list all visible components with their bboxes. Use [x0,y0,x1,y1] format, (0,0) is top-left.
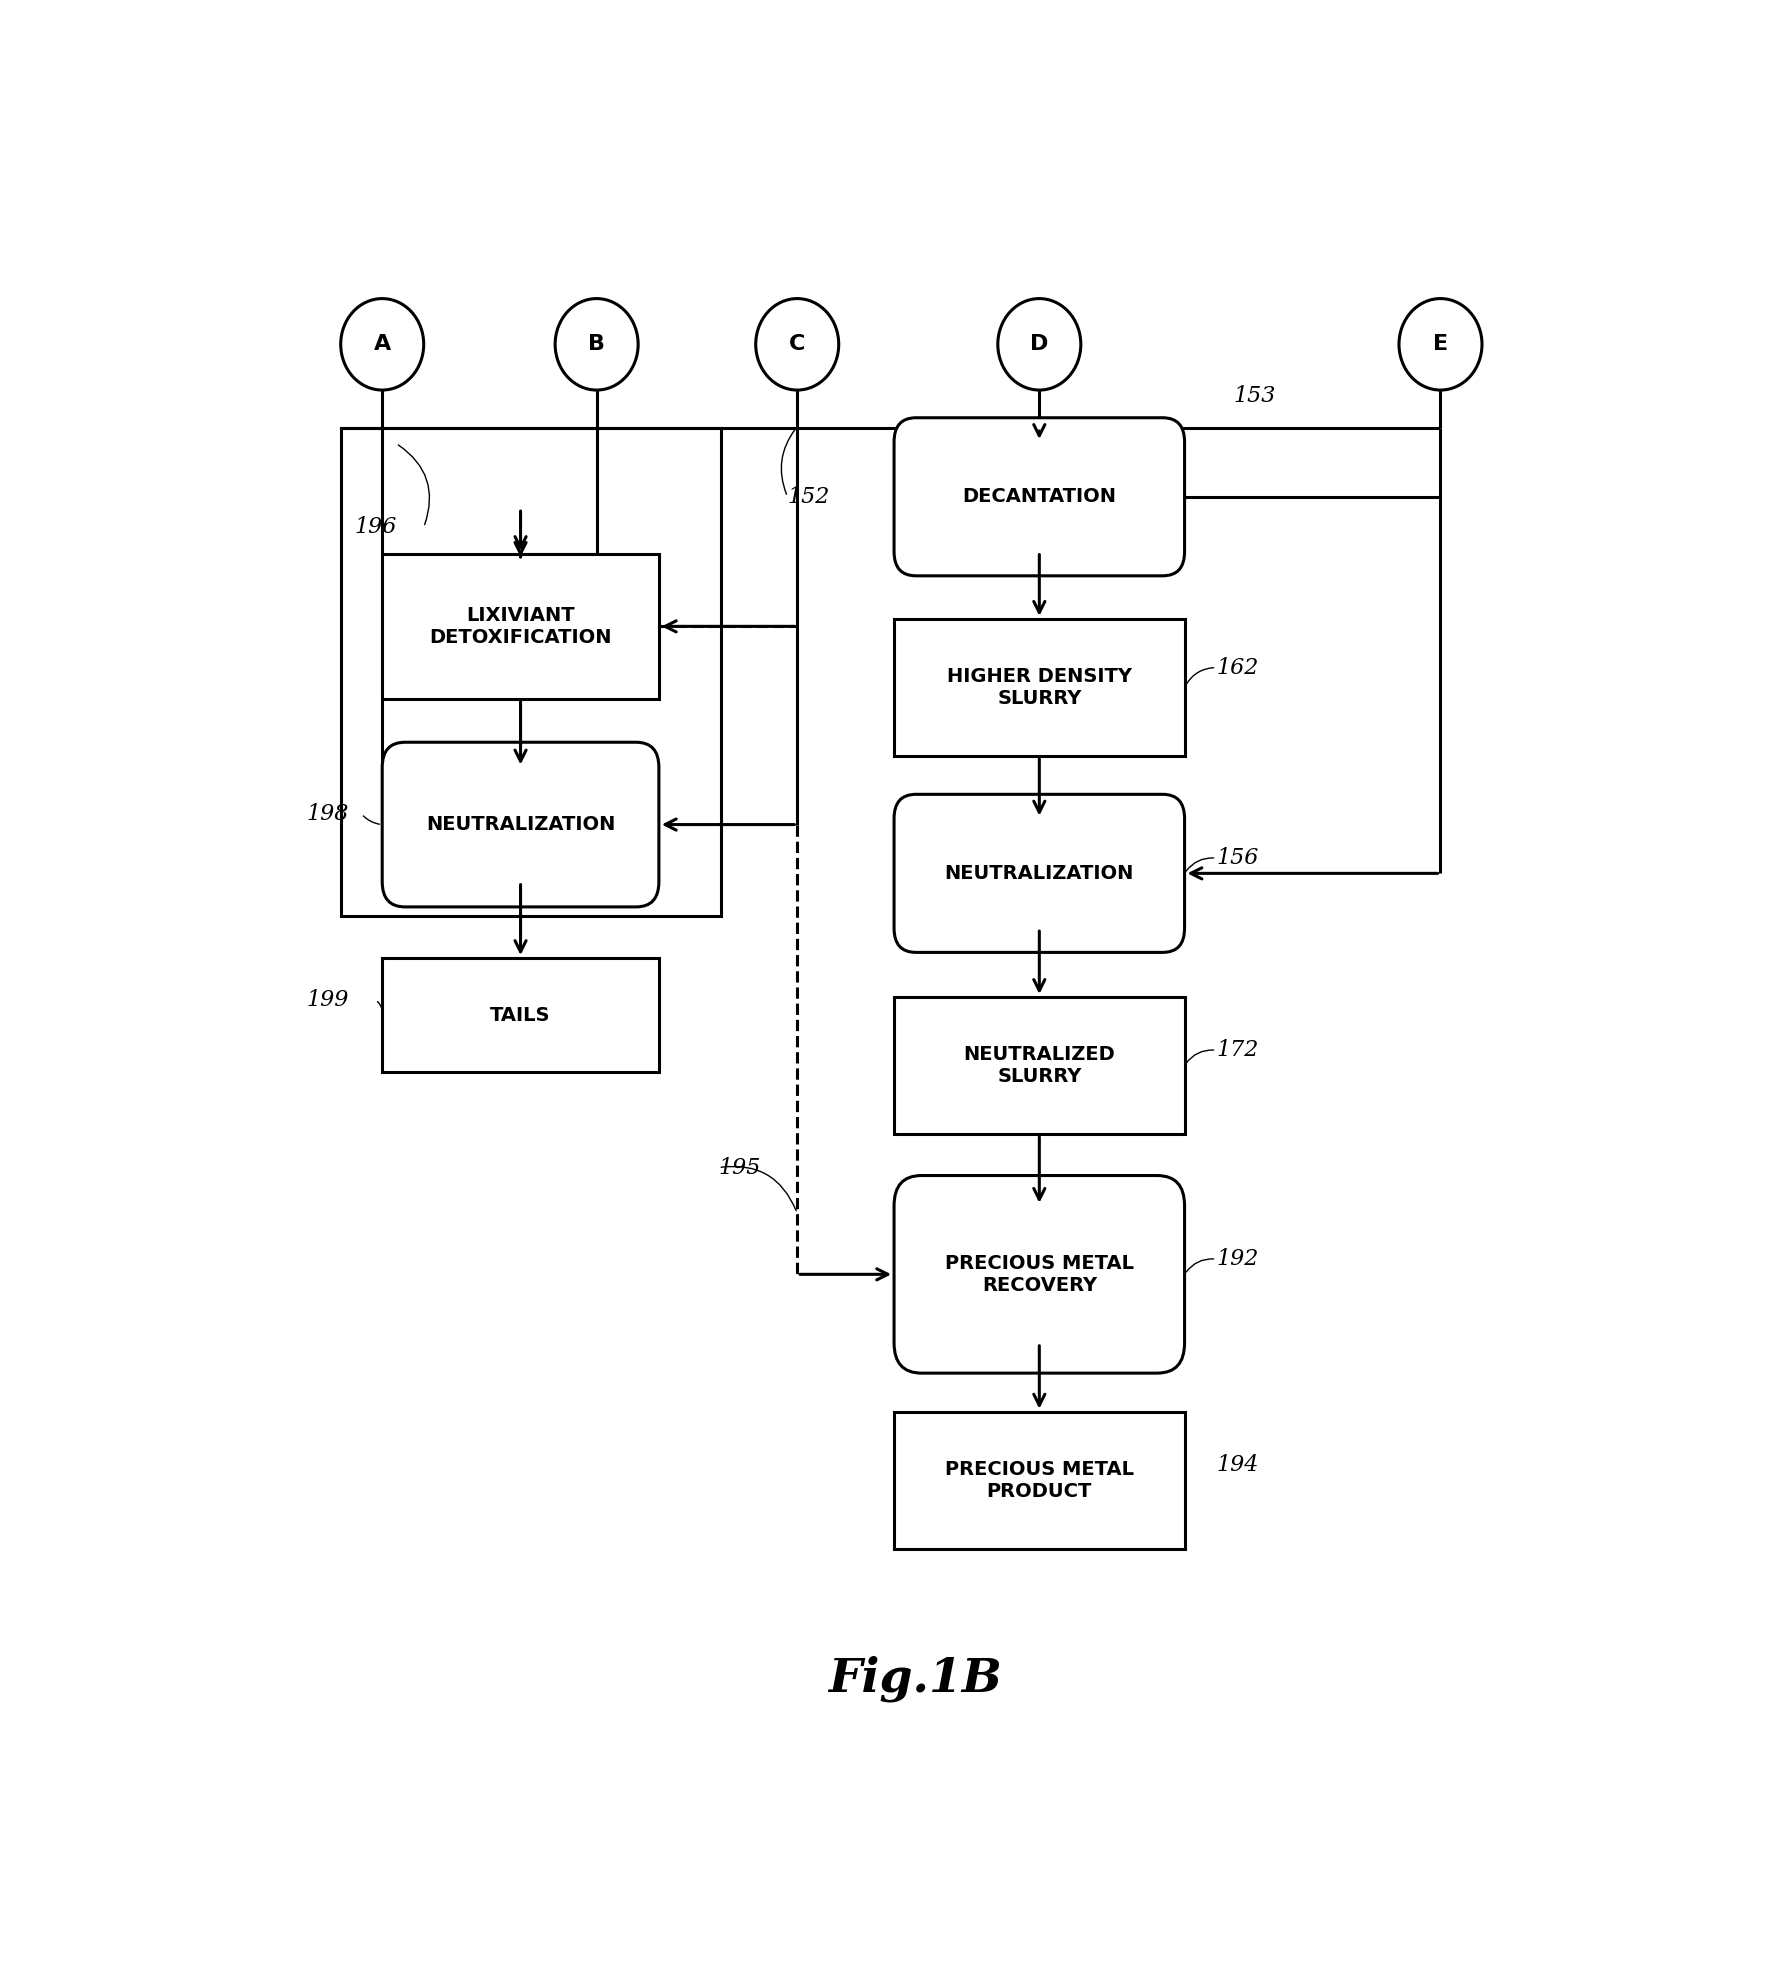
Text: 196: 196 [355,517,396,539]
Text: NEUTRALIZED
SLURRY: NEUTRALIZED SLURRY [964,1045,1116,1085]
Text: TAILS: TAILS [491,1006,552,1024]
FancyBboxPatch shape [894,996,1185,1135]
FancyBboxPatch shape [382,554,659,699]
Text: A: A [373,335,391,354]
Text: 152: 152 [787,485,830,507]
FancyBboxPatch shape [894,1412,1185,1548]
FancyBboxPatch shape [382,958,659,1073]
FancyBboxPatch shape [894,794,1185,952]
Text: NEUTRALIZATION: NEUTRALIZATION [427,816,616,834]
Text: PRECIOUS METAL
PRODUCT: PRECIOUS METAL PRODUCT [944,1459,1133,1501]
FancyBboxPatch shape [894,418,1185,576]
FancyBboxPatch shape [894,618,1185,756]
FancyBboxPatch shape [382,742,659,907]
Text: 194: 194 [1216,1453,1258,1475]
Text: 156: 156 [1216,847,1258,869]
FancyBboxPatch shape [894,1176,1185,1372]
Text: PRECIOUS METAL
RECOVERY: PRECIOUS METAL RECOVERY [944,1253,1133,1295]
Text: 153: 153 [1233,386,1274,408]
Text: E: E [1433,335,1448,354]
Text: 162: 162 [1216,657,1258,679]
Text: 195: 195 [718,1156,760,1178]
Text: D: D [1030,335,1048,354]
Text: C: C [789,335,805,354]
Text: 199: 199 [307,988,348,1012]
Text: 172: 172 [1216,1040,1258,1061]
Text: 192: 192 [1216,1247,1258,1269]
Text: LIXIVIANT
DETOXIFICATION: LIXIVIANT DETOXIFICATION [430,606,612,647]
Text: HIGHER DENSITY
SLURRY: HIGHER DENSITY SLURRY [946,667,1132,709]
Text: NEUTRALIZATION: NEUTRALIZATION [944,863,1133,883]
Text: B: B [587,335,605,354]
Text: Fig.1B: Fig.1B [828,1655,1001,1701]
Text: DECANTATION: DECANTATION [962,487,1116,507]
Text: 198: 198 [307,804,348,826]
